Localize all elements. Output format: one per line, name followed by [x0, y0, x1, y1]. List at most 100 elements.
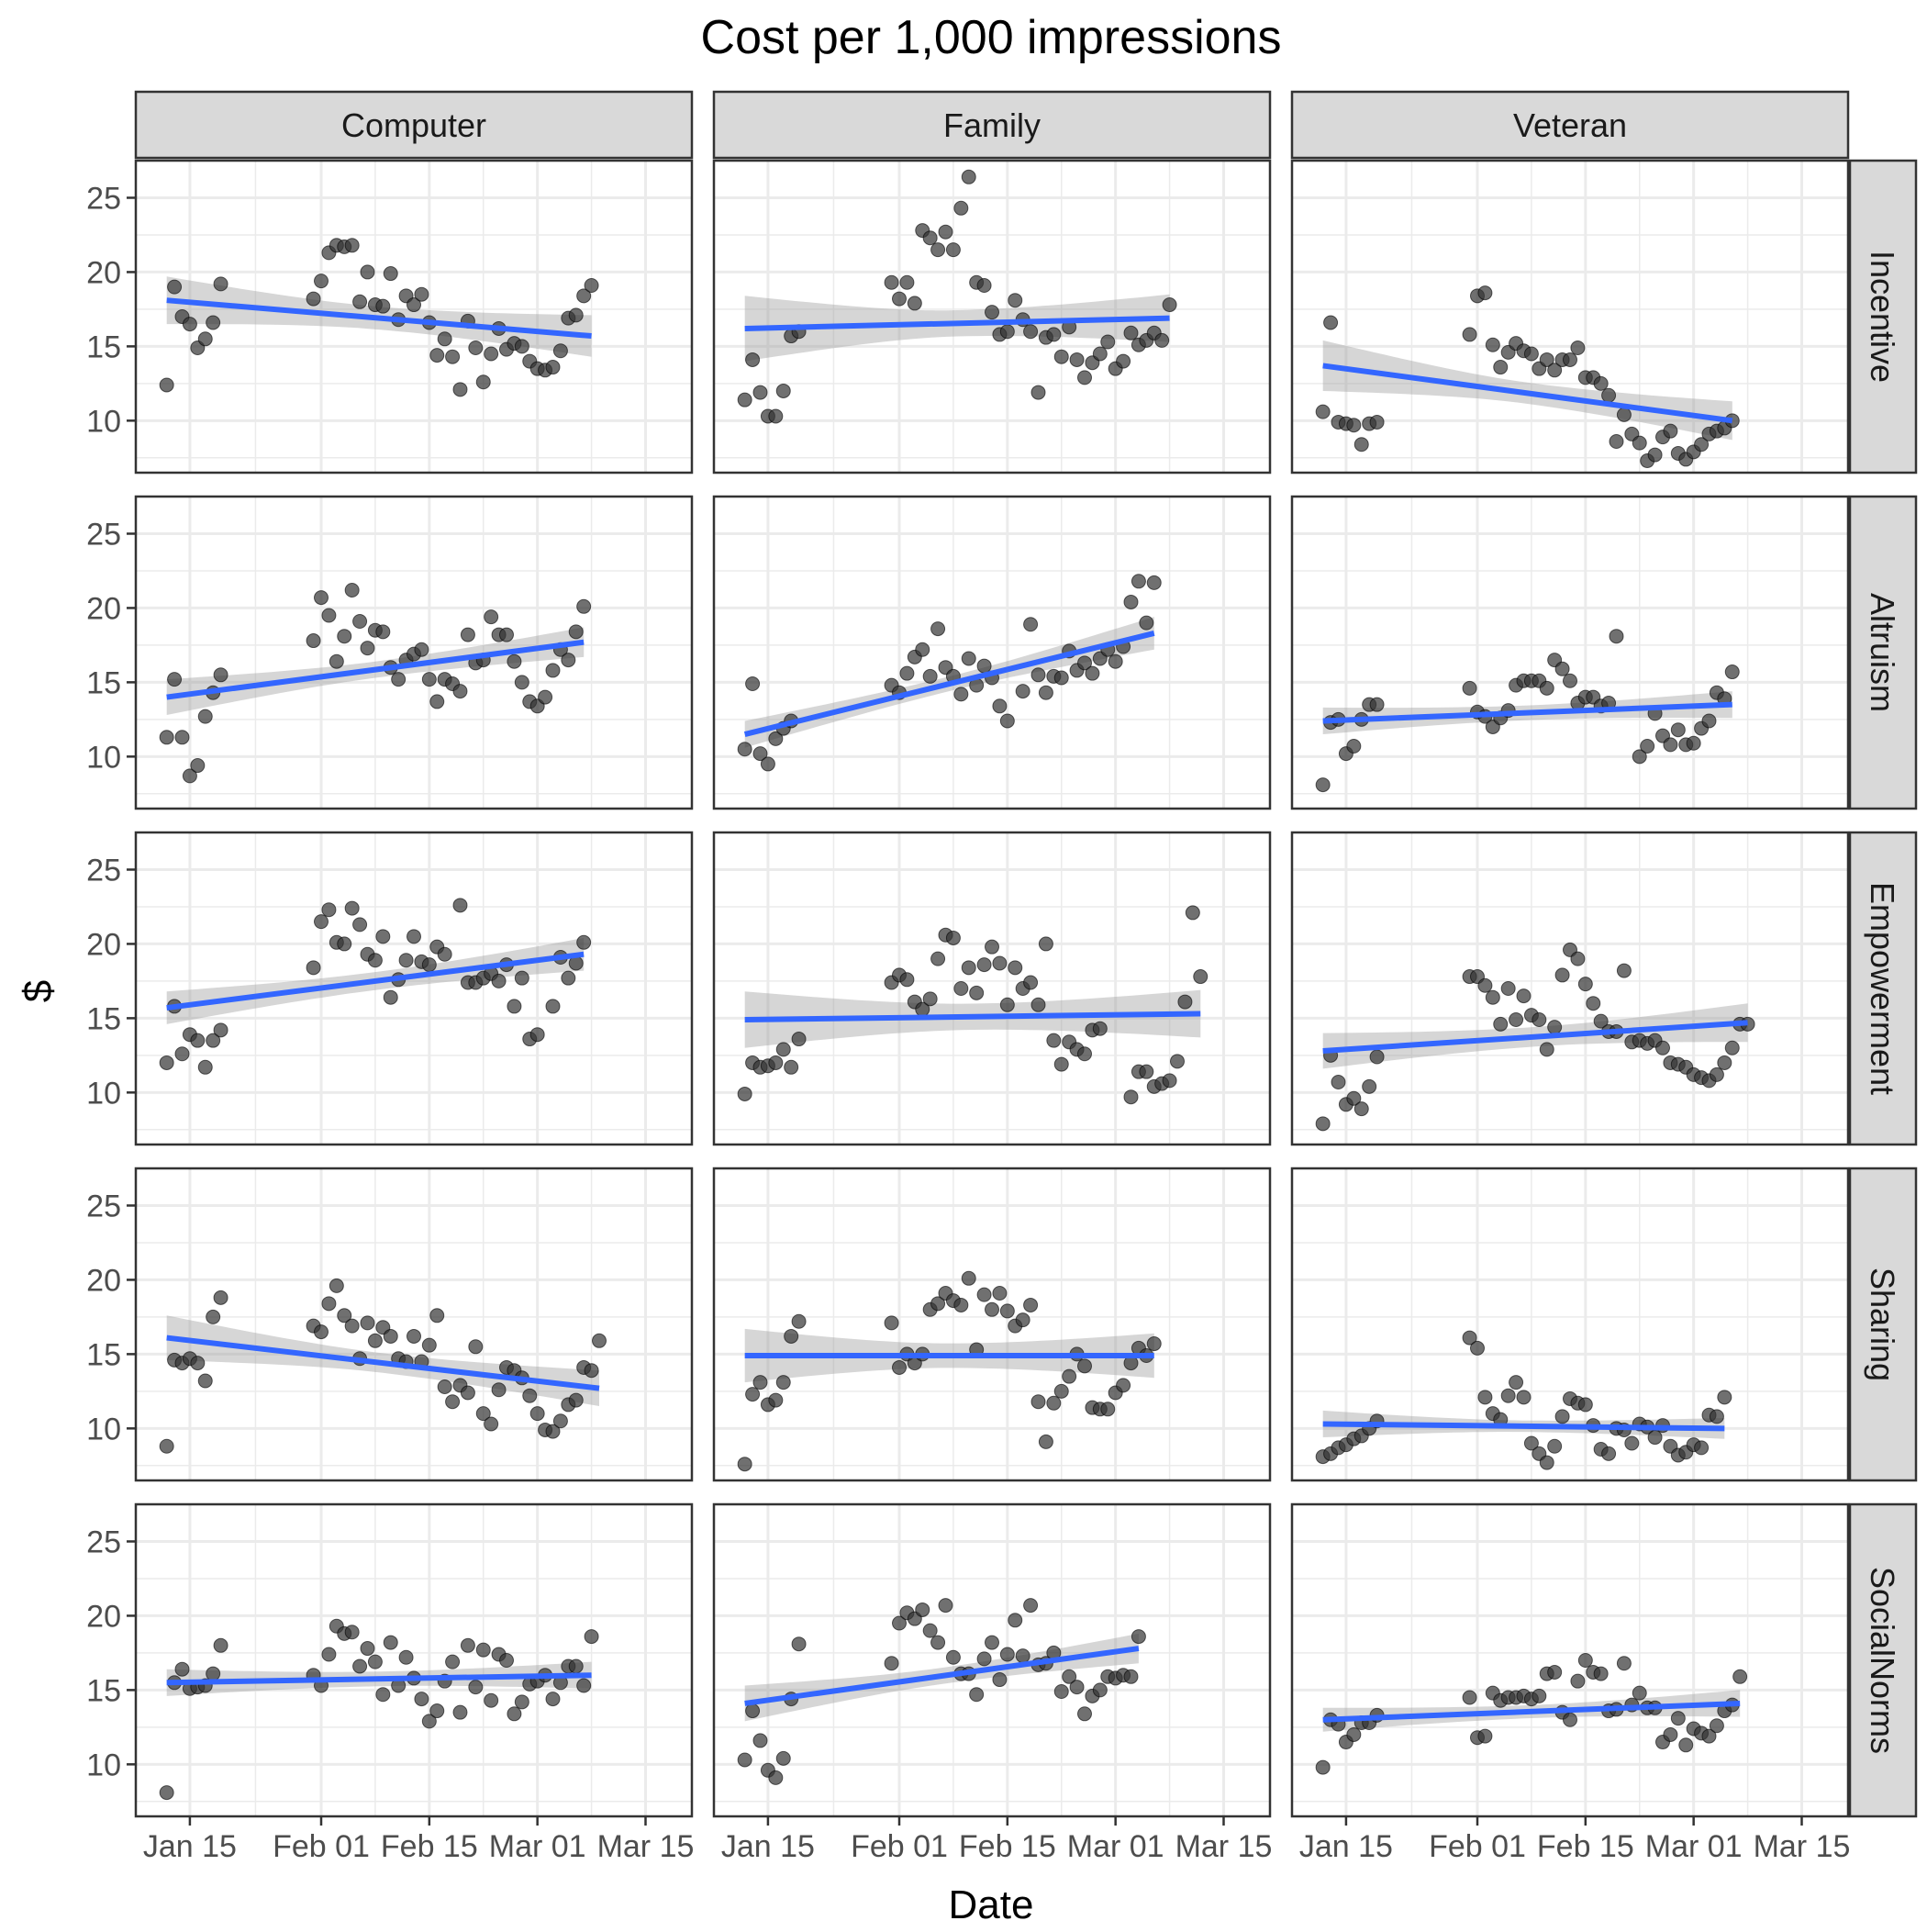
facet-panel: 10 15 20 25 Jan 15 Feb 01 Feb 15 Mar 01 Mar 15: [86, 1502, 694, 1864]
data-point: [421, 1337, 437, 1353]
data-point: [768, 1392, 784, 1408]
data-point: [1593, 1666, 1609, 1681]
data-point: [468, 341, 484, 355]
data-point: [1362, 1078, 1377, 1094]
data-point: [745, 352, 761, 367]
data-point: [329, 1278, 344, 1293]
trend-line: [1322, 701, 1732, 724]
data-point: [1346, 1090, 1362, 1106]
data-point: [1678, 1737, 1694, 1753]
data-point: [985, 305, 999, 320]
data-point: [576, 598, 592, 614]
data-point: [1577, 977, 1593, 992]
data-point: [1369, 1049, 1385, 1065]
data-point: [907, 296, 922, 311]
data-point: [545, 663, 561, 678]
data-point: [545, 360, 561, 375]
data-point: [999, 324, 1015, 340]
data-point: [1116, 353, 1131, 369]
data-point: [383, 1328, 398, 1344]
data-point: [190, 1356, 206, 1371]
data-point: [1146, 575, 1162, 590]
column-strip: [134, 90, 694, 160]
column-strip-label: Veteran: [1513, 106, 1627, 144]
data-point: [1647, 447, 1663, 463]
data-point: [1539, 352, 1554, 367]
data-point: [768, 408, 784, 424]
data-point: [1046, 1033, 1062, 1048]
data-point: [760, 756, 775, 772]
data-point: [1353, 437, 1369, 452]
data-point: [1509, 1375, 1524, 1390]
y-tick-label: 15: [86, 665, 121, 700]
data-point: [321, 1647, 337, 1662]
data-point: [1162, 1073, 1177, 1089]
x-tick-label: Feb 01: [273, 1829, 370, 1864]
panel-border: [1290, 1502, 1850, 1818]
data-point: [1193, 969, 1209, 985]
data-point: [1570, 1673, 1586, 1689]
data-point: [1724, 1040, 1740, 1055]
panel-border: [712, 1502, 1272, 1818]
trend-line: [1322, 1700, 1741, 1723]
facet-panels: Computer Family Veteran Incentive Altruism Em…: [86, 90, 1918, 1864]
data-point: [930, 242, 946, 258]
data-point: [383, 989, 398, 1005]
data-point: [1516, 988, 1532, 1004]
data-point: [930, 951, 946, 966]
data-point: [1315, 1116, 1331, 1132]
facet-panel: 10 15 20 25: [86, 159, 694, 475]
data-point: [976, 278, 992, 293]
data-point: [306, 291, 321, 307]
data-point: [745, 1387, 761, 1402]
data-point: [568, 307, 584, 323]
data-point: [1053, 670, 1069, 686]
data-point: [1532, 1688, 1547, 1703]
data-point: [752, 746, 768, 762]
panel-border: [134, 1502, 694, 1818]
data-point: [953, 200, 969, 216]
data-point: [514, 675, 529, 690]
data-point: [892, 291, 907, 307]
data-point: [421, 957, 437, 973]
data-point: [884, 1315, 899, 1331]
data-point: [475, 1406, 491, 1422]
data-point: [945, 1649, 961, 1665]
data-point: [383, 1635, 398, 1650]
data-point: [1609, 629, 1624, 644]
data-point: [507, 653, 522, 669]
data-point: [499, 627, 514, 642]
data-point: [922, 1623, 938, 1638]
data-point: [1108, 653, 1123, 669]
data-point: [1477, 285, 1493, 301]
data-point: [197, 331, 213, 347]
data-point: [584, 278, 599, 293]
data-point: [1085, 665, 1100, 681]
data-point: [1539, 680, 1554, 696]
trend-line: [1322, 363, 1733, 424]
data-point: [1670, 722, 1686, 738]
data-point: [1123, 594, 1139, 609]
panel-border: [1290, 495, 1850, 810]
data-point: [159, 1438, 174, 1454]
data-point: [1030, 667, 1046, 683]
data-point: [514, 339, 529, 354]
data-point: [775, 383, 791, 398]
data-point: [961, 169, 976, 184]
panel-border: [134, 1167, 694, 1482]
facet-panel: [712, 495, 1272, 810]
data-point: [568, 1658, 584, 1674]
data-point: [1023, 975, 1039, 990]
data-point: [1616, 1656, 1632, 1671]
data-point: [961, 960, 976, 976]
data-point: [1485, 337, 1500, 352]
data-point: [1616, 407, 1632, 422]
data-point: [576, 1678, 592, 1693]
data-point: [1185, 905, 1200, 921]
data-point: [507, 999, 522, 1014]
data-point: [1092, 346, 1108, 362]
data-point: [1008, 960, 1023, 976]
data-point: [915, 642, 930, 657]
trend-line: [1322, 1020, 1748, 1054]
facet-panel: [712, 831, 1272, 1146]
